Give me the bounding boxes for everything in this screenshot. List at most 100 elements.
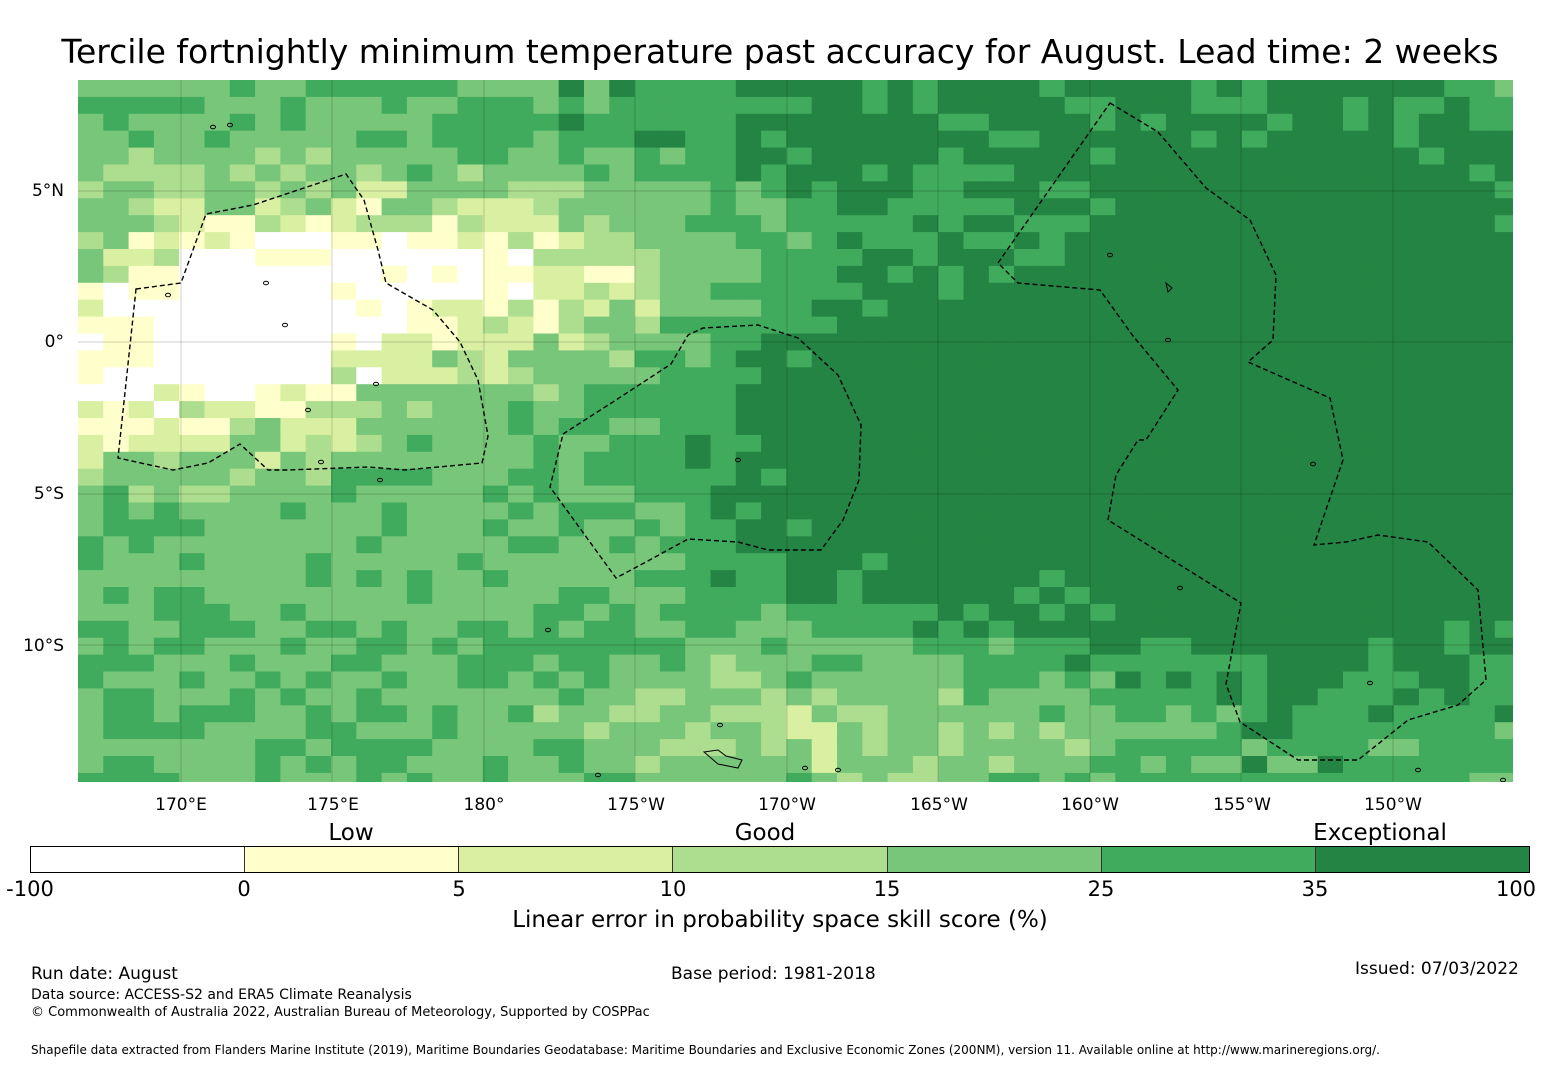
grid-cell <box>280 688 307 706</box>
grid-cell <box>508 418 534 436</box>
grid-cell <box>128 164 155 182</box>
grid-cell <box>811 181 838 199</box>
grid-cell <box>1216 367 1243 385</box>
grid-cell <box>1140 705 1167 723</box>
grid-cell <box>1014 113 1040 132</box>
grid-cell <box>1165 502 1192 520</box>
grid-cell <box>179 181 206 199</box>
grid-cell <box>609 451 636 470</box>
grid-cell <box>280 215 307 233</box>
grid-cell <box>1368 502 1395 520</box>
lat-label-10s: 10°S <box>23 636 64 656</box>
grid-cell <box>862 654 889 673</box>
grid-cell <box>1292 570 1319 588</box>
grid-cell <box>533 282 560 301</box>
lon-label-150w: 150°W <box>1364 795 1422 815</box>
grid-cell <box>1292 502 1319 520</box>
grid-cell <box>1418 249 1445 267</box>
grid-cell <box>710 603 737 622</box>
grid-cell <box>381 299 408 318</box>
grid-cell <box>1014 688 1040 706</box>
grid-cell <box>862 249 889 267</box>
grid-cell <box>204 265 231 284</box>
grid-cell <box>381 367 408 385</box>
grid-cell <box>1343 130 1369 149</box>
grid-cell <box>584 637 610 656</box>
grid-cell <box>558 401 585 419</box>
grid-cell <box>1444 299 1471 318</box>
grid-cell <box>204 468 231 487</box>
grid-cell <box>1064 96 1091 115</box>
grid-cell <box>1393 113 1420 132</box>
grid-cell <box>78 502 104 520</box>
grid-cell <box>255 249 281 267</box>
grid-cell <box>1343 772 1369 782</box>
grid-cell <box>305 553 332 571</box>
grid-cell <box>558 249 585 267</box>
grid-cell <box>862 485 889 504</box>
grid-cell <box>1216 485 1243 504</box>
grid-cell <box>255 722 281 740</box>
grid-cell <box>356 282 383 301</box>
grid-cell <box>432 401 459 419</box>
grid-cell <box>988 722 1015 740</box>
grid-cell <box>1343 654 1369 673</box>
grid-cell <box>1014 739 1040 757</box>
grid-cell <box>963 570 990 588</box>
grid-cell <box>179 367 206 385</box>
grid-cell <box>735 198 762 216</box>
grid-cell <box>255 350 281 368</box>
grid-cell <box>609 587 636 605</box>
grid-cell <box>1267 215 1293 233</box>
grid-cell <box>1039 350 1066 368</box>
grid-cell <box>735 96 762 115</box>
grid-cell <box>862 147 889 166</box>
grid-cell <box>229 722 256 740</box>
grid-cell <box>659 756 686 774</box>
colorbar-swatch <box>673 847 888 872</box>
grid-cell <box>179 519 206 537</box>
grid-cell <box>432 316 459 335</box>
grid-cell <box>710 350 737 368</box>
grid-cell <box>331 772 357 782</box>
grid-cell <box>1216 468 1243 487</box>
grid-cell <box>1039 620 1066 639</box>
grid-cell <box>533 401 560 419</box>
grid-cell <box>432 367 459 385</box>
grid-cell <box>204 772 231 782</box>
grid-cell <box>280 637 307 656</box>
grid-cell <box>761 299 787 318</box>
grid-cell <box>305 502 332 520</box>
grid-cell <box>710 519 737 537</box>
grid-cell <box>78 468 104 487</box>
grid-cell <box>963 384 990 402</box>
grid-cell <box>305 181 332 199</box>
grid-cell <box>179 265 206 284</box>
grid-cell <box>128 113 155 132</box>
grid-cell <box>1165 485 1192 504</box>
grid-cell <box>584 367 610 385</box>
grid-cell <box>1343 536 1369 554</box>
grid-cell <box>482 164 509 182</box>
grid-cell <box>1469 198 1496 216</box>
grid-cell <box>1191 384 1218 402</box>
grid-cell <box>204 164 231 182</box>
grid-cell <box>1418 96 1445 115</box>
grid-cell <box>938 384 965 402</box>
grid-cell <box>1494 282 1513 301</box>
grid-cell <box>584 688 610 706</box>
grid-cell <box>1191 688 1218 706</box>
grid-cell <box>381 333 408 351</box>
grid-cell <box>710 80 737 98</box>
grid-cell <box>659 485 686 504</box>
grid-cell <box>1014 130 1040 149</box>
grid-cell <box>1140 147 1167 166</box>
grid-cell <box>1140 739 1167 757</box>
grid-cell <box>179 468 206 487</box>
grid-cell <box>508 722 534 740</box>
grid-cell <box>1191 502 1218 520</box>
grid-cell <box>1090 587 1116 605</box>
grid-cell <box>837 434 863 453</box>
grid-cell <box>533 570 560 588</box>
grid-cell <box>735 350 762 368</box>
